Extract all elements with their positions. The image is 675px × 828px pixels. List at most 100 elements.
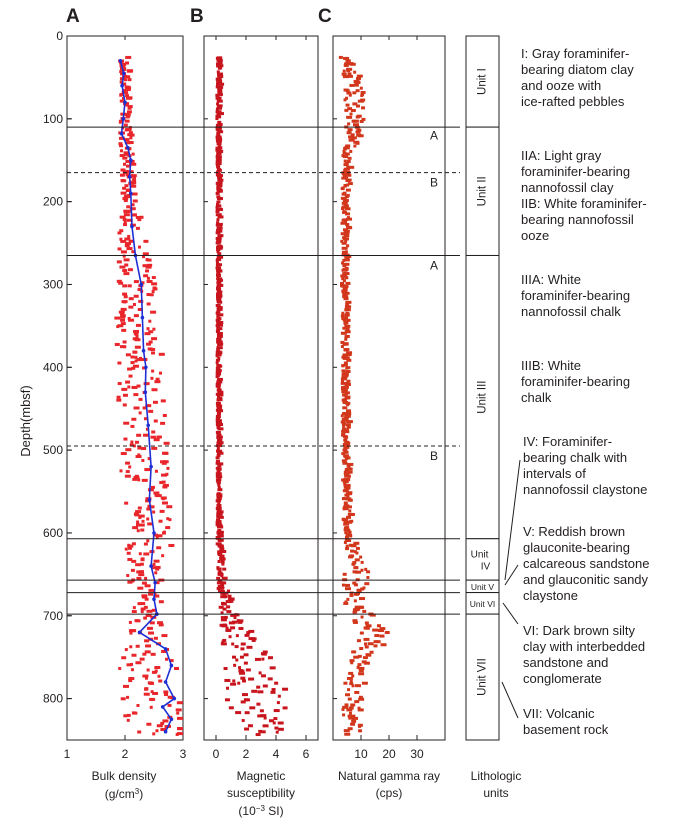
data-point bbox=[136, 529, 140, 533]
data-point bbox=[216, 222, 223, 226]
data-point bbox=[341, 261, 345, 265]
data-point bbox=[215, 146, 219, 150]
data-point bbox=[345, 188, 351, 192]
data-point bbox=[364, 626, 370, 630]
data-point bbox=[352, 561, 357, 565]
data-point bbox=[353, 599, 357, 603]
density-log-point bbox=[153, 580, 157, 585]
data-point bbox=[168, 518, 172, 522]
data-point bbox=[218, 82, 225, 86]
data-point bbox=[342, 393, 346, 397]
data-point bbox=[159, 371, 163, 375]
density-log-point bbox=[119, 131, 124, 136]
data-point bbox=[376, 640, 381, 644]
data-point bbox=[125, 461, 131, 465]
data-point bbox=[345, 472, 350, 476]
data-point bbox=[141, 581, 147, 585]
data-point bbox=[220, 581, 227, 585]
data-point bbox=[122, 314, 126, 318]
data-point bbox=[131, 559, 137, 563]
data-point bbox=[346, 358, 352, 362]
data-point bbox=[151, 388, 158, 392]
data-point bbox=[216, 332, 223, 336]
data-point bbox=[151, 369, 155, 373]
data-point bbox=[350, 133, 355, 137]
data-point bbox=[119, 144, 124, 148]
data-point bbox=[127, 580, 133, 584]
description-line: claystone bbox=[523, 588, 578, 603]
data-point bbox=[248, 637, 255, 641]
data-point bbox=[153, 559, 160, 563]
data-point bbox=[343, 321, 349, 325]
data-point bbox=[215, 459, 220, 463]
data-point bbox=[344, 703, 349, 707]
data-point bbox=[247, 724, 253, 728]
data-point bbox=[215, 358, 220, 362]
data-point bbox=[163, 690, 169, 694]
data-point bbox=[127, 543, 131, 547]
data-point bbox=[346, 676, 353, 680]
data-point bbox=[344, 108, 349, 112]
data-point bbox=[356, 133, 362, 137]
data-point bbox=[263, 716, 267, 720]
description-line: IIB: White foraminifer- bbox=[521, 196, 647, 211]
data-point bbox=[346, 216, 350, 220]
data-point bbox=[119, 469, 123, 473]
data-point bbox=[364, 621, 369, 625]
data-point bbox=[345, 234, 350, 238]
data-point bbox=[215, 353, 222, 357]
data-point bbox=[123, 714, 128, 718]
data-point bbox=[342, 236, 347, 240]
data-point bbox=[217, 106, 222, 110]
data-point bbox=[117, 361, 122, 365]
data-point bbox=[119, 80, 123, 84]
data-point bbox=[346, 708, 353, 712]
data-point bbox=[166, 505, 173, 509]
data-point bbox=[162, 483, 169, 487]
data-point bbox=[122, 162, 126, 166]
data-point bbox=[360, 615, 364, 619]
data-point bbox=[262, 724, 269, 728]
data-point bbox=[216, 266, 221, 270]
data-point bbox=[152, 400, 158, 404]
data-point bbox=[216, 263, 220, 267]
data-point bbox=[144, 639, 150, 643]
data-point bbox=[145, 258, 149, 262]
data-point bbox=[343, 168, 347, 172]
data-point bbox=[216, 499, 222, 503]
data-point bbox=[153, 491, 160, 495]
data-point bbox=[350, 544, 357, 548]
data-point bbox=[340, 239, 344, 243]
data-point bbox=[147, 522, 153, 526]
data-point bbox=[346, 160, 351, 164]
data-point bbox=[272, 721, 276, 725]
data-point bbox=[251, 638, 256, 642]
data-point bbox=[166, 517, 170, 521]
data-point bbox=[152, 510, 156, 514]
data-point bbox=[349, 67, 353, 71]
data-point bbox=[216, 226, 223, 230]
data-point bbox=[133, 476, 140, 480]
description-line: VII: Volcanic bbox=[523, 706, 595, 721]
data-point bbox=[344, 62, 350, 66]
data-point bbox=[118, 136, 124, 140]
data-point bbox=[154, 571, 158, 575]
density-log-point bbox=[144, 365, 148, 370]
data-point bbox=[128, 318, 135, 322]
data-point bbox=[236, 619, 240, 623]
x-tick-label: 2 bbox=[122, 747, 129, 761]
data-point bbox=[130, 424, 135, 428]
data-point bbox=[238, 669, 243, 673]
description-line: sandstone and bbox=[523, 655, 608, 670]
data-point bbox=[353, 70, 357, 74]
data-point bbox=[217, 367, 221, 371]
data-point bbox=[217, 207, 223, 211]
data-point bbox=[145, 614, 152, 618]
data-point bbox=[343, 528, 347, 532]
data-point bbox=[343, 88, 349, 92]
data-point bbox=[367, 653, 372, 657]
data-point bbox=[225, 686, 229, 690]
data-point bbox=[342, 258, 346, 262]
data-point bbox=[359, 631, 364, 635]
